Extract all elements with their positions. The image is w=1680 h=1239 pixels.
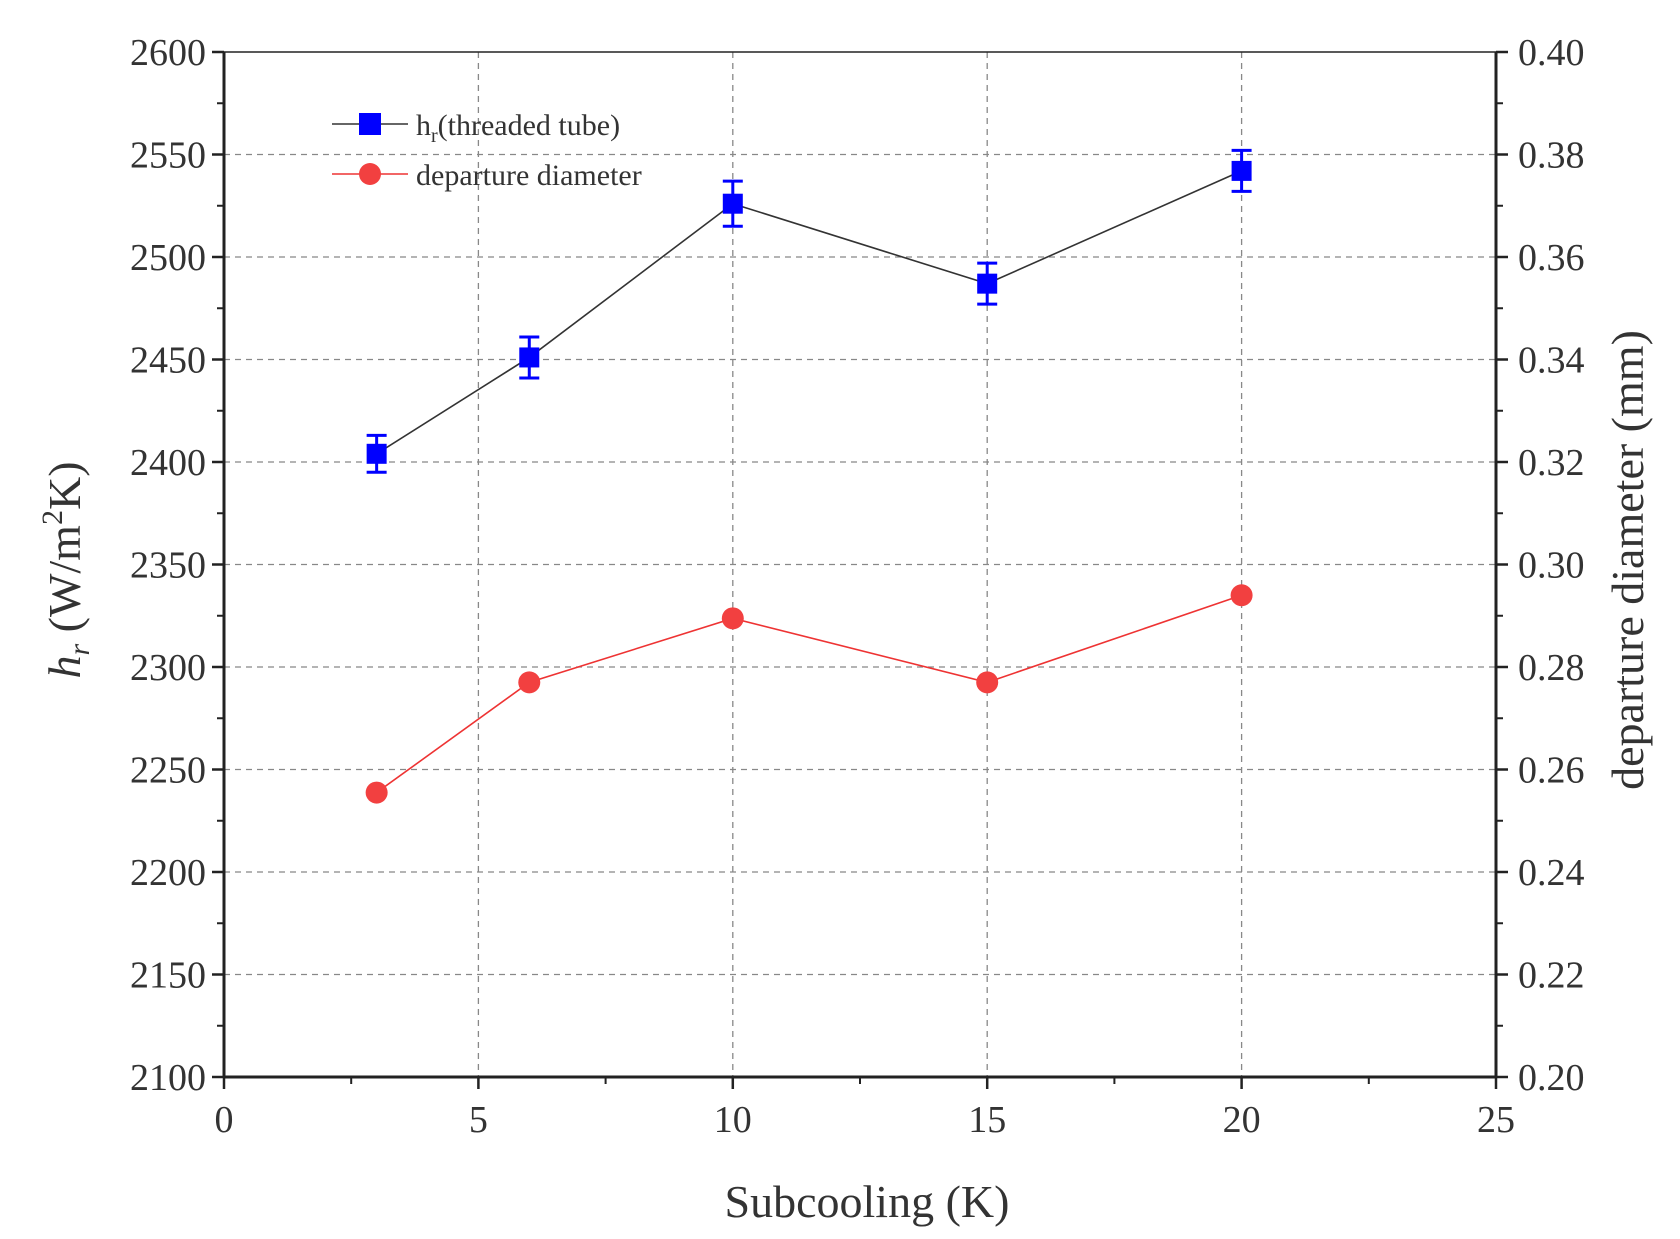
y-tick-label: 2200 bbox=[130, 852, 206, 894]
series-line-0 bbox=[376, 170, 1242, 455]
x-axis-title: Subcooling (K) bbox=[725, 1176, 1010, 1227]
y2-tick-label: 0.30 bbox=[1518, 545, 1585, 587]
y-axis-title: hr (W/m2K) bbox=[36, 461, 96, 678]
data-point-hr bbox=[977, 273, 998, 294]
y2-tick-label: 0.22 bbox=[1518, 955, 1585, 997]
legend: hr(threaded tube) departure diameter bbox=[332, 109, 642, 192]
ticks: 0 5 10 15 20 25 2100 2150 2200 2250 2300 2350 2400 24… bbox=[130, 32, 1585, 1141]
x-tick-label: 5 bbox=[469, 1099, 488, 1141]
legend-label-hr-sub: r bbox=[431, 125, 438, 147]
y-tick-label: 2500 bbox=[130, 237, 206, 279]
data-point-hr bbox=[366, 443, 387, 464]
data-point-hr bbox=[1231, 160, 1252, 181]
y-tick-label: 2350 bbox=[130, 545, 206, 587]
y-axis-title-sub: r bbox=[63, 644, 96, 656]
y-tick-label: 2300 bbox=[130, 647, 206, 689]
y2-axis-title: departure diameter (mm) bbox=[1602, 330, 1653, 790]
legend-item-departure: departure diameter bbox=[332, 159, 642, 192]
y-tick-label: 2100 bbox=[130, 1057, 206, 1099]
legend-marker-departure bbox=[359, 163, 381, 185]
x-tick-label: 0 bbox=[215, 1099, 234, 1141]
legend-label-hr-rest: (threaded tube) bbox=[438, 109, 620, 142]
legend-label-departure: departure diameter bbox=[416, 159, 642, 192]
y-axis-title-unit-end: K) bbox=[39, 461, 90, 510]
data-point-departure bbox=[365, 781, 388, 804]
x-tick-label: 10 bbox=[714, 1099, 752, 1141]
data-point-hr bbox=[722, 193, 743, 214]
y2-tick-label: 0.24 bbox=[1518, 852, 1585, 894]
y-tick-label: 2550 bbox=[130, 135, 206, 177]
y2-tick-label: 0.34 bbox=[1518, 340, 1585, 382]
series-layer bbox=[365, 148, 1253, 804]
legend-item-hr: hr(threaded tube) bbox=[332, 109, 620, 147]
y-tick-label: 2400 bbox=[130, 442, 206, 484]
legend-label-hr: hr(threaded tube) bbox=[416, 109, 620, 147]
series-line-1 bbox=[376, 594, 1242, 794]
data-point-hr bbox=[519, 347, 540, 368]
x-tick-label: 20 bbox=[1223, 1099, 1261, 1141]
data-point-departure bbox=[721, 607, 744, 630]
y2-tick-label: 0.26 bbox=[1518, 750, 1585, 792]
y-axis-title-unit: (W/m bbox=[39, 525, 90, 644]
y-tick-label: 2600 bbox=[130, 32, 206, 74]
grid bbox=[224, 52, 1496, 1077]
y-tick-label: 2250 bbox=[130, 750, 206, 792]
legend-label-hr-main: h bbox=[416, 109, 431, 142]
y2-tick-label: 0.28 bbox=[1518, 647, 1585, 689]
y2-tick-label: 0.20 bbox=[1518, 1057, 1585, 1099]
y2-tick-label: 0.36 bbox=[1518, 237, 1585, 279]
x-tick-label: 15 bbox=[968, 1099, 1006, 1141]
data-point-departure bbox=[976, 671, 999, 694]
y2-tick-label: 0.32 bbox=[1518, 442, 1585, 484]
y2-tick-label: 0.40 bbox=[1518, 32, 1585, 74]
y-axis-title-main: h bbox=[39, 656, 90, 679]
data-point-departure bbox=[1230, 584, 1253, 607]
y-tick-label: 2150 bbox=[130, 955, 206, 997]
y-axis-title-sup: 2 bbox=[36, 510, 69, 525]
y2-tick-label: 0.38 bbox=[1518, 135, 1585, 177]
x-tick-label: 25 bbox=[1477, 1099, 1515, 1141]
data-point-departure bbox=[518, 671, 541, 694]
y-tick-label: 2450 bbox=[130, 340, 206, 382]
legend-marker-hr bbox=[359, 113, 381, 135]
